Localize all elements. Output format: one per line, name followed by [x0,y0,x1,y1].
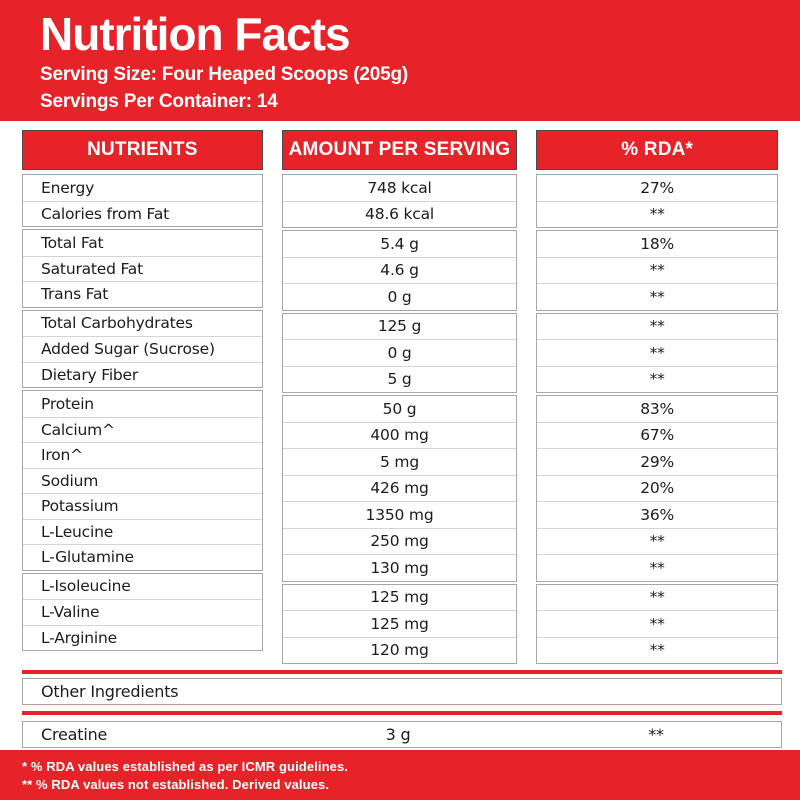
amount-cell: 125 mg [282,610,517,637]
header-band: Nutrition Facts Serving Size: Four Heape… [0,0,800,121]
servings-per-container-text: Servings Per Container: 14 [40,91,278,112]
nutrition-table: NUTRIENTS Energy Calories from Fat Total F… [22,130,778,664]
nutrient-cell: Total Fat [41,233,104,252]
amount-cell: 125 mg [370,588,429,607]
footnote-rda-established: * % RDA values established as per ICMR g… [22,759,349,774]
rda-cell: ** [649,588,665,607]
nutrient-group-box: 18% ** ** [536,230,778,311]
nutrient-group-box: 125 mg 125 mg 120 mg [281,583,518,664]
rda-cell: ** [648,725,664,744]
nutrient-cell: Sodium [23,467,262,494]
column-header-nutrients: NUTRIENTS [22,130,263,170]
rda-cell: ** [537,200,777,228]
column-rda: % RDA* 27% ** 18% ** ** ** ** ** 83% 67% 29% 20% 36%… [536,130,778,664]
amount-cell: 48.6 kcal [282,200,517,228]
column-body-nutrients: Energy Calories from Fat Total Fat Saturate… [22,172,263,651]
rda-cell: 27% [640,178,675,197]
red-divider [22,670,782,674]
column-header-amount: AMOUNT PER SERVING [281,130,518,170]
amount-cell: 1350 mg [282,501,517,528]
amount-cell: 5 g [282,365,517,393]
amount-cell: 5.4 g [380,234,419,253]
amount-cell: 426 mg [282,474,517,502]
nutrient-group-box: Total Carbohydrates Added Sugar (Sucrose)… [22,309,263,388]
nutrient-group-box: Total Fat Saturated Fat Trans Fat [22,229,263,308]
nutrient-group-box: 748 kcal 48.6 kcal [281,174,518,228]
rda-cell: 83% [640,399,675,418]
page-title: Nutrition Facts [40,8,351,60]
column-body-rda: 27% ** 18% ** ** ** ** ** 83% 67% 29% 20% 36% ** ** ** *… [536,172,778,664]
nutrient-cell: L-Isoleucine [41,577,131,596]
amount-cell: 0 g [282,283,517,310]
amount-cell: 5 mg [282,448,517,475]
nutrient-cell: Added Sugar (Sucrose) [23,336,262,362]
nutrient-cell: Protein [41,394,94,413]
rda-cell: 36% [537,501,777,528]
rda-cell: ** [537,527,777,555]
nutrient-cell: Saturated Fat [23,255,262,282]
nutrient-cell: Total Carbohydrates [41,314,193,333]
amount-cell: 4.6 g [282,256,517,284]
nutrient-cell: L-Glutamine [23,544,262,570]
nutrient-group-box: 50 g 400 mg 5 mg 426 mg 1350 mg 250 mg 130 mg [281,395,518,582]
red-divider [22,711,782,715]
amount-cell: 250 mg [282,527,517,555]
rda-cell: ** [537,610,777,637]
rda-cell: ** [537,339,777,366]
nutrient-cell: Energy [41,178,95,197]
column-nutrients: NUTRIENTS Energy Calories from Fat Total F… [22,130,263,651]
nutrient-cell: Potassium [23,493,262,519]
nutrient-cell: Calories from Fat [23,200,262,227]
nutrient-group-box: Energy Calories from Fat [22,174,263,227]
amount-cell: 3 g [385,725,411,744]
other-ingredients-label: Other Ingredients [41,682,179,701]
nutrient-cell: Trans Fat [23,281,262,307]
nutrient-cell: L-Leucine [23,518,262,545]
nutrient-group-box: ** ** ** [536,583,778,664]
rda-cell: 29% [537,448,777,475]
rda-cell: ** [537,554,777,581]
rda-cell: ** [537,365,777,393]
creatine-row: Creatine 3 g ** [22,721,782,748]
nutrient-group-box: ** ** ** [536,312,778,393]
amount-cell: 125 g [377,317,422,336]
nutrient-cell: L-Valine [23,599,262,625]
rda-cell: ** [537,256,777,284]
nutrient-group-box: 83% 67% 29% 20% 36% ** ** [536,395,778,582]
rda-cell: 67% [537,421,777,449]
footnote-rda-not-established: ** % RDA values not established. Derived… [22,777,330,792]
nutrient-group-box: Protein Calcium^ Iron^ Sodium Potassium L-Leu… [22,390,263,571]
nutrient-group-box: L-Isoleucine L-Valine L-Arginine [22,572,263,651]
rda-cell: 20% [537,474,777,502]
other-ingredients-section-header: Other Ingredients [22,678,782,705]
column-amount-per-serving: AMOUNT PER SERVING 748 kcal 48.6 kcal 5.4 … [281,130,518,664]
footer-band: * % RDA values established as per ICMR g… [0,750,800,800]
rda-cell: 18% [640,234,675,253]
nutrient-cell: Iron^ [23,442,262,468]
nutrient-cell: Calcium^ [23,416,262,443]
amount-cell: 50 g [382,399,417,418]
rda-cell: ** [537,283,777,310]
column-header-rda: % RDA* [536,130,778,170]
amount-cell: 400 mg [282,421,517,449]
nutrient-group-box: 27% ** [536,174,778,228]
nutrient-cell: Creatine [41,725,108,744]
amount-cell: 120 mg [282,636,517,664]
amount-cell: 748 kcal [367,178,432,197]
amount-cell: 0 g [282,339,517,366]
amount-cell: 130 mg [282,554,517,581]
nutrient-cell: Dietary Fiber [23,361,262,388]
rda-cell: ** [537,636,777,664]
rda-cell: ** [649,317,665,336]
nutrient-cell: L-Arginine [23,624,262,651]
serving-size-text: Serving Size: Four Heaped Scoops (205g) [40,64,409,85]
